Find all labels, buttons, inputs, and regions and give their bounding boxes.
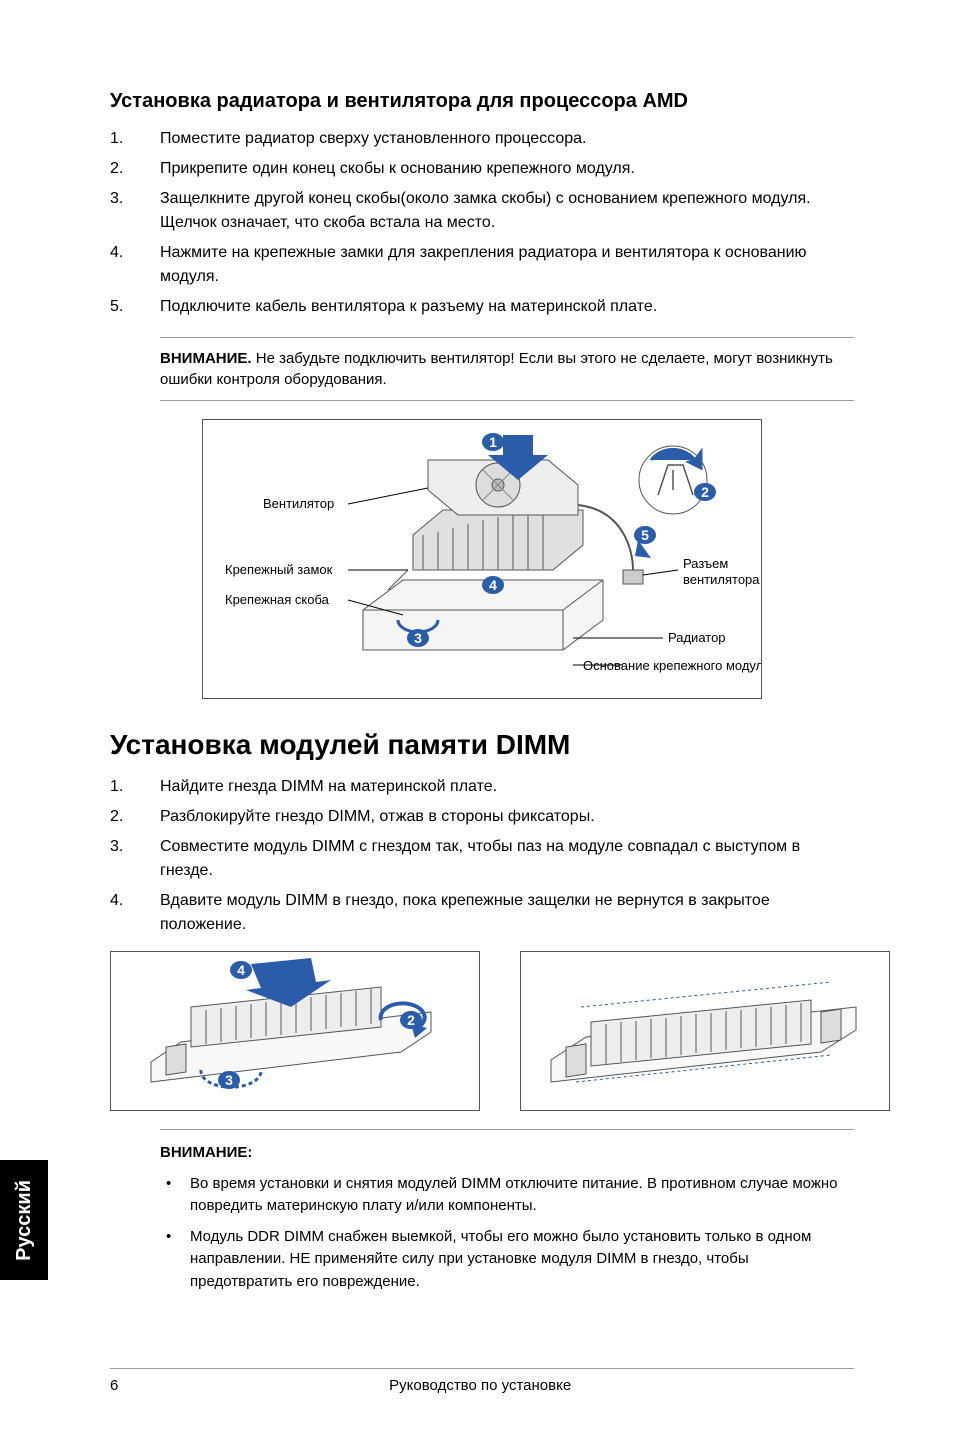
list-item: 4.Нажмите на крепежные замки для закрепл… [160,241,854,289]
diagram-label-base: Основание крепежного модуля [583,658,761,673]
svg-text:2: 2 [407,1012,415,1028]
step-text: Защелкните другой конец скобы(около замк… [160,190,811,231]
note1-text: Не забудьте подключить вентилятор! Если … [160,350,833,388]
svg-text:1: 1 [489,434,497,450]
step-text: Поместите радиатор сверху установленного… [160,130,586,147]
step-text: Вдавите модуль DIMM в гнездо, пока крепе… [160,892,770,933]
language-tab: Русский [0,1160,48,1280]
step-text: Разблокируйте гнездо DIMM, отжав в сторо… [160,808,595,825]
section1-title: Установка радиатора и вентилятора для пр… [110,90,854,113]
list-item: Модуль DDR DIMM снабжен выемкой, чтобы е… [190,1226,854,1294]
svg-text:5: 5 [641,527,649,543]
note1: ВНИМАНИЕ. Не забудьте подключить вентиля… [160,337,854,401]
language-tab-text: Русский [13,1180,36,1261]
svg-text:4: 4 [237,962,245,978]
page-number: 6 [110,1377,118,1394]
note1-label: ВНИМАНИЕ. [160,350,252,367]
attention-label: ВНИМАНИЕ: [160,1142,854,1165]
svg-text:3: 3 [414,630,422,646]
dimm-diagrams: 4 2 3 [110,951,854,1111]
diagram-label-radiator: Радиатор [668,630,726,645]
attn-text: Модуль DDR DIMM снабжен выемкой, чтобы е… [190,1228,811,1290]
heatsink-diagram: Вентилятор Крепежный замок Крепежная ско… [202,419,762,699]
step-text: Совместите модуль DIMM с гнездом так, чт… [160,838,800,879]
list-item: 2.Разблокируйте гнездо DIMM, отжав в сто… [160,805,854,829]
section2-steps: 1.Найдите гнезда DIMM на материнской пла… [110,775,854,937]
list-item: 3.Совместите модуль DIMM с гнездом так, … [160,835,854,883]
step-text: Подключите кабель вентилятора к разъему … [160,298,657,315]
list-item: 1.Найдите гнезда DIMM на материнской пла… [160,775,854,799]
diagram-label-lock: Крепежный замок [225,562,333,577]
svg-text:4: 4 [489,577,497,593]
diagram-label-connector1: Разъем [683,556,728,571]
footer-title: Руководство по установке [389,1377,571,1394]
page-footer: 6 Руководство по установке [110,1368,854,1394]
list-item: 5.Подключите кабель вентилятора к разъем… [160,295,854,319]
dimm-diagram-right [520,951,890,1111]
list-item: 4.Вдавите модуль DIMM в гнездо, пока кре… [160,889,854,937]
list-item: 1.Поместите радиатор сверху установленно… [160,127,854,151]
diagram-label-connector2: вентилятора [683,572,760,587]
list-item: 2.Прикрепите один конец скобы к основани… [160,157,854,181]
svg-text:3: 3 [225,1072,233,1088]
attention-block: ВНИМАНИЕ: Во время установки и снятия мо… [160,1129,854,1293]
step-text: Прикрепите один конец скобы к основанию … [160,160,635,177]
step-text: Найдите гнезда DIMM на материнской плате… [160,778,497,795]
diagram-label-bracket: Крепежная скоба [225,592,330,607]
list-item: 3.Защелкните другой конец скобы(около за… [160,187,854,235]
section2-title: Установка модулей памяти DIMM [110,729,854,761]
dimm-diagram-left: 4 2 3 [110,951,480,1111]
attn-text: Во время установки и снятия модулей DIMM… [190,1175,838,1215]
diagram-label-fan: Вентилятор [263,496,334,511]
list-item: Во время установки и снятия модулей DIMM… [190,1173,854,1218]
svg-text:2: 2 [701,484,709,500]
step-text: Нажмите на крепежные замки для закреплен… [160,244,807,285]
section1-steps: 1.Поместите радиатор сверху установленно… [110,127,854,319]
